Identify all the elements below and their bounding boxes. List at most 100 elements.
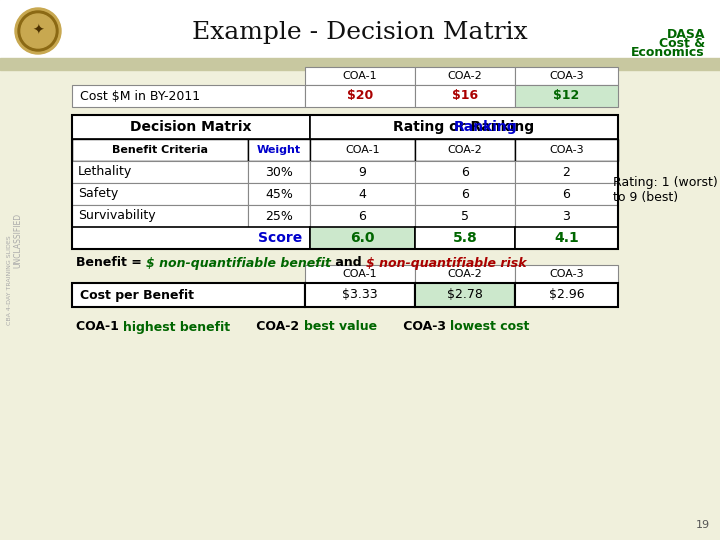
- Text: Weight: Weight: [257, 145, 301, 155]
- Circle shape: [21, 14, 55, 48]
- Text: Benefit =: Benefit =: [76, 256, 146, 269]
- Text: 6: 6: [461, 187, 469, 200]
- Bar: [415, 283, 515, 307]
- Bar: [305, 85, 415, 107]
- Text: COA-2: COA-2: [448, 71, 482, 81]
- Text: Example - Decision Matrix: Example - Decision Matrix: [192, 22, 528, 44]
- Bar: [310, 115, 618, 139]
- Bar: [415, 183, 515, 205]
- Bar: [515, 227, 618, 249]
- Bar: [72, 115, 310, 139]
- Bar: [310, 205, 415, 227]
- Text: $ non-quantifiable risk: $ non-quantifiable risk: [366, 256, 527, 269]
- Text: COA-2: COA-2: [448, 269, 482, 279]
- Bar: [310, 183, 415, 205]
- Bar: [515, 205, 618, 227]
- Text: DASA: DASA: [667, 28, 705, 41]
- Bar: [515, 85, 618, 107]
- Bar: [415, 67, 515, 85]
- Bar: [515, 139, 618, 161]
- Bar: [248, 139, 310, 161]
- Text: Lethality: Lethality: [78, 165, 132, 179]
- Text: 4: 4: [359, 187, 366, 200]
- Text: Benefit Criteria: Benefit Criteria: [112, 145, 208, 155]
- Text: 3: 3: [562, 210, 570, 222]
- Text: COA-1: COA-1: [76, 321, 123, 334]
- Text: 6: 6: [359, 210, 366, 222]
- Bar: [415, 205, 515, 227]
- Text: 6.0: 6.0: [350, 231, 374, 245]
- Text: $2.78: $2.78: [447, 288, 483, 301]
- Text: Cost per Benefit: Cost per Benefit: [80, 288, 194, 301]
- Text: COA-3: COA-3: [549, 145, 584, 155]
- Bar: [72, 115, 618, 249]
- Bar: [72, 85, 305, 107]
- Bar: [305, 67, 415, 85]
- Text: $20: $20: [347, 90, 373, 103]
- Text: $3.33: $3.33: [342, 288, 378, 301]
- Text: $12: $12: [554, 90, 580, 103]
- Bar: [415, 85, 515, 107]
- Text: 2: 2: [562, 165, 570, 179]
- Text: highest benefit: highest benefit: [123, 321, 230, 334]
- Bar: [515, 183, 618, 205]
- Bar: [72, 227, 310, 249]
- Text: best value: best value: [304, 321, 377, 334]
- Bar: [305, 265, 415, 283]
- Text: COA-1: COA-1: [343, 71, 377, 81]
- Bar: [415, 265, 515, 283]
- Bar: [515, 67, 618, 85]
- Bar: [72, 183, 248, 205]
- Bar: [515, 265, 618, 283]
- Text: –: –: [258, 114, 274, 127]
- Text: COA-3: COA-3: [549, 269, 584, 279]
- Text: $ non-quantifiable benefit: $ non-quantifiable benefit: [146, 256, 331, 269]
- Bar: [415, 161, 515, 183]
- Bar: [310, 161, 415, 183]
- Bar: [72, 139, 248, 161]
- Text: COA-3: COA-3: [377, 321, 451, 334]
- Text: Decision Matrix: Decision Matrix: [130, 120, 252, 134]
- Bar: [415, 227, 515, 249]
- Text: 9: 9: [359, 165, 366, 179]
- Bar: [72, 161, 248, 183]
- Bar: [515, 161, 618, 183]
- Text: COA-2: COA-2: [448, 145, 482, 155]
- Text: $ quantifiable cost: $ quantifiable cost: [126, 114, 258, 127]
- Text: $ quantifiable benefit or saving: $ quantifiable benefit or saving: [274, 114, 496, 127]
- Bar: [248, 161, 310, 183]
- Text: Cost $M in BY-2011: Cost $M in BY-2011: [80, 90, 200, 103]
- Text: Survivability: Survivability: [78, 210, 156, 222]
- Text: Score: Score: [258, 231, 302, 245]
- Bar: [72, 283, 305, 307]
- Text: Rating: 1 (worst)
to 9 (best): Rating: 1 (worst) to 9 (best): [613, 176, 717, 204]
- Text: and: and: [331, 256, 366, 269]
- Text: COA-1: COA-1: [345, 145, 380, 155]
- Text: 19: 19: [696, 520, 710, 530]
- Text: 6: 6: [562, 187, 570, 200]
- Text: 5.8: 5.8: [453, 231, 477, 245]
- Bar: [248, 205, 310, 227]
- Text: 4.1: 4.1: [554, 231, 579, 245]
- Bar: [248, 183, 310, 205]
- Bar: [72, 205, 248, 227]
- Bar: [0, 58, 720, 70]
- Bar: [415, 139, 515, 161]
- Text: COA-2: COA-2: [230, 321, 304, 334]
- Text: Cost =: Cost =: [76, 114, 126, 127]
- Text: 25%: 25%: [265, 210, 293, 222]
- Text: Ranking: Ranking: [454, 120, 518, 134]
- Text: 30%: 30%: [265, 165, 293, 179]
- Text: CBA 4-DAY TRAINING SLIDES: CBA 4-DAY TRAINING SLIDES: [7, 235, 12, 325]
- Text: lowest cost: lowest cost: [451, 321, 530, 334]
- Text: Rating or Ranking: Rating or Ranking: [393, 120, 534, 134]
- Bar: [310, 139, 415, 161]
- Bar: [0, 0, 720, 60]
- Text: COA-3: COA-3: [549, 71, 584, 81]
- Text: Cost &: Cost &: [659, 37, 705, 50]
- Bar: [310, 227, 415, 249]
- Text: 5: 5: [461, 210, 469, 222]
- Text: ✦: ✦: [32, 24, 44, 38]
- Circle shape: [18, 11, 58, 51]
- Text: 45%: 45%: [265, 187, 293, 200]
